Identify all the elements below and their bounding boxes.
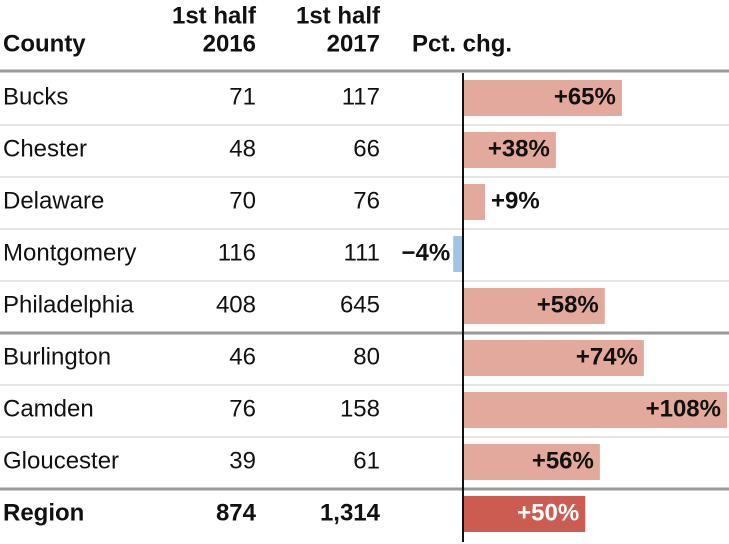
- pct-label: +108%: [646, 395, 721, 422]
- header-label: County: [3, 30, 86, 57]
- pct-label: +65%: [554, 83, 616, 110]
- county-name: Region: [3, 499, 84, 526]
- value-2017: 80: [353, 343, 380, 370]
- county-name: Philadelphia: [3, 291, 134, 318]
- pct-label: +56%: [532, 447, 594, 474]
- value-2017: 158: [340, 395, 380, 422]
- header-label: 1st half: [172, 2, 257, 29]
- value-2017: 111: [344, 239, 380, 266]
- county-name: Chester: [3, 135, 87, 162]
- county-name: Gloucester: [3, 447, 119, 474]
- value-2016: 116: [218, 239, 256, 266]
- value-2016: 76: [229, 395, 256, 422]
- value-2016: 408: [216, 291, 256, 318]
- pct-bar: [463, 132, 556, 168]
- pct-bar: [463, 444, 600, 480]
- value-2016: 46: [229, 343, 256, 370]
- pct-label: +38%: [488, 135, 550, 162]
- value-2016: 71: [229, 83, 256, 110]
- value-2017: 61: [353, 447, 380, 474]
- pct-label: −4%: [402, 239, 451, 266]
- pct-label: +58%: [537, 291, 599, 318]
- pct-label: +74%: [576, 343, 638, 370]
- pct-label: +9%: [491, 187, 540, 214]
- header-label: 2017: [327, 30, 380, 57]
- county-name: Delaware: [3, 187, 104, 214]
- value-2017: 117: [342, 83, 380, 110]
- pct-label: +50%: [517, 499, 579, 526]
- pct-bar: [463, 288, 605, 324]
- value-2016: 70: [229, 187, 256, 214]
- value-2016: 48: [229, 135, 256, 162]
- header-label: Pct. chg.: [412, 30, 512, 57]
- county-name: Montgomery: [3, 239, 136, 266]
- value-2016: 874: [216, 499, 257, 526]
- value-2017: 66: [353, 135, 380, 162]
- value-2016: 39: [229, 447, 256, 474]
- pct-bar: [453, 236, 463, 272]
- pct-bar: [463, 392, 727, 428]
- value-2017: 1,314: [320, 499, 381, 526]
- value-2017: 645: [340, 291, 380, 318]
- pct-bar: [463, 340, 644, 376]
- county-name: Camden: [3, 395, 94, 422]
- county-name: Bucks: [3, 83, 68, 110]
- county-name: Burlington: [3, 343, 111, 370]
- header-label: 1st half: [296, 2, 381, 29]
- pct-bar: [463, 80, 622, 116]
- pct-bar: [463, 184, 485, 220]
- value-2017: 76: [353, 187, 380, 214]
- header-label: 2016: [203, 30, 256, 57]
- pct-bar: [463, 496, 586, 532]
